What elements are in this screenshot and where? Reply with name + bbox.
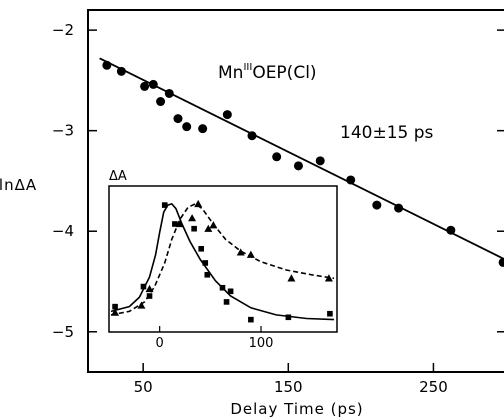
x-tick-label: 250 <box>419 378 448 396</box>
square-point <box>140 283 147 290</box>
square-point <box>227 288 234 295</box>
inset-chart: ΔA 0 100 <box>108 169 338 351</box>
inset-y-axis-title: ΔA <box>109 169 127 184</box>
square-point <box>198 245 205 252</box>
triangle-point <box>204 224 213 232</box>
data-point <box>498 257 504 267</box>
x-tick-label: 150 <box>274 378 303 396</box>
square-point <box>172 221 178 227</box>
lifetime-label: 140±15 ps <box>340 123 434 143</box>
triangle-point <box>287 274 296 282</box>
inset-x-tick-label: 0 <box>156 336 164 351</box>
data-point <box>293 161 303 171</box>
compound-label-sup: III <box>243 62 252 73</box>
data-point <box>394 203 404 213</box>
x-tick-label: 50 <box>134 378 153 396</box>
square-point <box>285 314 292 321</box>
inset-data-points <box>111 199 333 323</box>
data-point <box>446 225 456 235</box>
square-point <box>219 284 226 291</box>
data-point <box>346 175 356 185</box>
y-axis-title: lnΔA <box>0 176 37 194</box>
main-plot-frame <box>87 9 504 373</box>
y-tick-label: −3 <box>52 122 74 140</box>
triangle-point <box>194 199 203 208</box>
solid-fit-curve <box>110 202 335 321</box>
triangle-point <box>137 301 146 309</box>
data-point <box>140 81 150 91</box>
square-point <box>146 293 153 299</box>
triangle-point <box>324 274 333 282</box>
triangle-point <box>246 250 255 258</box>
compound-label: MnIIIOEP(Cl) <box>218 62 317 83</box>
data-point <box>173 114 183 124</box>
data-point <box>272 152 282 162</box>
data-point <box>372 200 382 210</box>
square-point <box>191 225 197 232</box>
y-tick-label: −4 <box>52 222 74 240</box>
data-point <box>247 131 257 141</box>
main-data-points <box>102 60 504 267</box>
inset-axis-ticks: 0 100 <box>156 326 274 351</box>
compound-label-rest: OEP(Cl) <box>252 63 316 83</box>
triangle-point <box>209 221 218 229</box>
triangle-point <box>175 219 184 228</box>
square-point <box>202 260 209 266</box>
y-tick-label: −5 <box>52 323 74 341</box>
data-point <box>315 156 325 166</box>
triangle-point <box>145 284 154 293</box>
square-point <box>248 316 254 323</box>
data-point <box>222 110 232 120</box>
square-point <box>161 202 168 208</box>
x-axis-title: Delay Time (ps) <box>230 400 363 418</box>
data-point <box>164 88 174 98</box>
data-point <box>182 122 192 132</box>
square-point <box>204 271 211 278</box>
data-point <box>102 60 112 70</box>
data-point <box>148 79 158 89</box>
y-tick-label: −2 <box>52 21 74 39</box>
triangle-point <box>236 248 245 256</box>
square-point <box>327 310 333 317</box>
square-point <box>112 303 118 310</box>
square-point <box>223 299 230 305</box>
triangle-point <box>188 214 197 222</box>
inset-x-tick-label: 100 <box>249 336 274 351</box>
main-axis-ticks: 50 150 250 −2 −3 −4 −5 <box>52 21 504 396</box>
inset-frame <box>108 185 338 333</box>
data-point <box>156 97 166 107</box>
data-point <box>116 66 126 76</box>
compound-label-main: Mn <box>218 63 243 83</box>
data-point <box>198 124 208 134</box>
triangle-point <box>111 308 120 316</box>
